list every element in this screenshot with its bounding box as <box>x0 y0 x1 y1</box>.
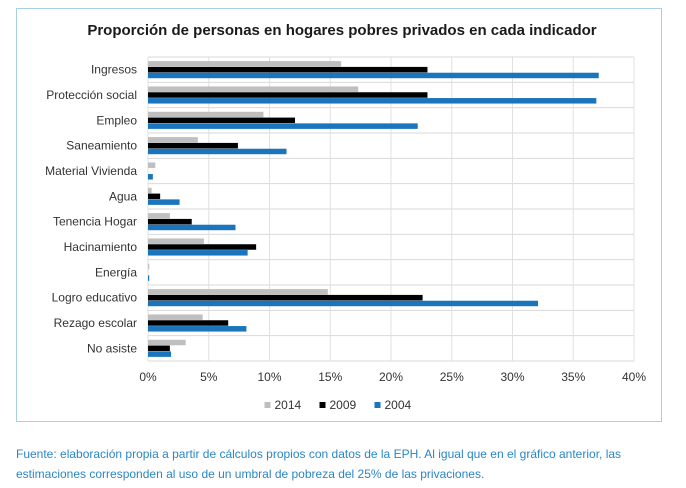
category-label: Logro educativo <box>52 291 138 305</box>
bar-2009 <box>148 117 296 124</box>
legend-swatch <box>319 402 326 408</box>
x-tick-label: 35% <box>561 370 585 384</box>
bar-chart: Proporción de personas en hogares pobres… <box>45 22 646 412</box>
bar-2004 <box>148 224 236 231</box>
chart-frame: Proporción de personas en hogares pobres… <box>16 8 662 422</box>
bar-2004 <box>148 98 597 104</box>
x-tick-label: 25% <box>440 370 464 384</box>
bar-2009 <box>148 66 428 73</box>
category-label: Ingresos <box>91 63 137 77</box>
bar-2014 <box>148 238 204 244</box>
category-label: Agua <box>109 189 137 203</box>
category-label: Hacinamiento <box>64 240 138 254</box>
bar-2014 <box>148 61 342 67</box>
x-tick-label: 20% <box>379 370 403 384</box>
category-label: Energía <box>95 265 137 279</box>
category-label: Material Vivienda <box>45 164 137 178</box>
caption-line-2: estimaciones corresponden al uso de un u… <box>16 467 485 481</box>
bar-2004 <box>148 275 150 281</box>
x-tick-label: 0% <box>139 370 157 384</box>
x-tick-label: 5% <box>200 370 218 384</box>
bar-2009 <box>148 320 229 326</box>
legend-label: 2009 <box>330 398 357 412</box>
bar-2004 <box>148 199 180 205</box>
bar-2004 <box>148 250 248 256</box>
bar-2014 <box>148 187 152 194</box>
bar-2009 <box>148 218 192 225</box>
category-label: Empleo <box>96 113 137 127</box>
bar-2014 <box>148 314 203 320</box>
bar-2014 <box>148 86 359 92</box>
bar-2009 <box>148 92 428 98</box>
bar-2014 <box>148 339 186 346</box>
category-label: Saneamiento <box>66 139 137 153</box>
category-label: Protección social <box>46 88 137 102</box>
bar-2004 <box>148 174 153 180</box>
legend-swatch <box>264 402 271 408</box>
category-label: No asiste <box>87 341 137 355</box>
bar-2009 <box>148 294 423 301</box>
bar-2009 <box>148 142 238 149</box>
bar-2014 <box>148 137 198 143</box>
category-label: Tenencia Hogar <box>53 215 137 229</box>
bar-2004 <box>148 300 539 307</box>
x-tick-label: 10% <box>257 370 281 384</box>
x-tick-label: 30% <box>500 370 524 384</box>
x-tick-label: 15% <box>318 370 342 384</box>
bar-2014 <box>148 213 170 219</box>
bar-2009 <box>148 345 170 352</box>
category-label: Rezago escolar <box>54 316 137 330</box>
bar-2004 <box>148 148 287 155</box>
bar-2004 <box>148 72 599 79</box>
bar-2009 <box>148 193 161 200</box>
bar-2014 <box>148 162 156 168</box>
legend-label: 2004 <box>385 398 412 412</box>
bar-2004 <box>148 351 172 357</box>
legend-label: 2014 <box>275 398 302 412</box>
source-caption: Fuente: elaboración propia a partir de c… <box>16 444 666 484</box>
legend-swatch <box>374 402 381 408</box>
x-tick-label: 40% <box>622 370 646 384</box>
bar-2014 <box>148 263 150 270</box>
bar-2009 <box>148 244 257 250</box>
bar-2014 <box>148 111 264 118</box>
bar-2014 <box>148 289 328 295</box>
bar-2004 <box>148 123 418 129</box>
bar-2004 <box>148 326 247 332</box>
caption-line-1: Fuente: elaboración propia a partir de c… <box>16 447 622 461</box>
chart-title: Proporción de personas en hogares pobres… <box>87 22 596 39</box>
